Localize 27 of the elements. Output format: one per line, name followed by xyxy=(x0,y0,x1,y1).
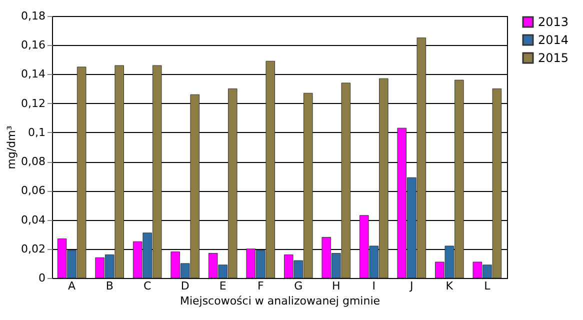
y-tick-label: 0,06 xyxy=(21,184,46,198)
x-tick-label: I xyxy=(372,280,376,292)
y-axis-title: mg/dm³ xyxy=(5,126,18,170)
x-axis-title: Miejscowości w analizowanej gminie xyxy=(180,294,380,308)
x-tick-label: E xyxy=(219,280,226,292)
y-tick-label: 0,14 xyxy=(21,68,46,81)
x-tick-label: B xyxy=(106,280,114,292)
x-tick-label: H xyxy=(332,280,340,292)
y-tick-label: 0,08 xyxy=(21,155,46,168)
legend-label: 2013 xyxy=(538,15,569,29)
legend-label: 2014 xyxy=(538,33,569,47)
y-tick-label: 0,1 xyxy=(28,126,46,139)
x-tick-label: C xyxy=(144,280,152,292)
y-tick-label: 0,02 xyxy=(21,242,46,256)
x-tick-label: A xyxy=(68,280,76,292)
y-tick-label: 0,16 xyxy=(21,38,46,52)
y-tick-label: 0,04 xyxy=(21,213,46,226)
x-tick-label: G xyxy=(294,280,303,292)
x-tick-label: J xyxy=(409,280,414,292)
y-tick-label: 0,12 xyxy=(21,96,46,110)
x-tick-label: D xyxy=(180,280,190,292)
legend-label: 2015 xyxy=(538,51,569,65)
x-tick-label: F xyxy=(257,280,264,292)
y-tick-label: 0 xyxy=(38,272,46,284)
x-tick-label: L xyxy=(484,280,492,292)
y-tick-label: 0,18 xyxy=(21,10,46,22)
x-tick-label: K xyxy=(446,280,454,292)
